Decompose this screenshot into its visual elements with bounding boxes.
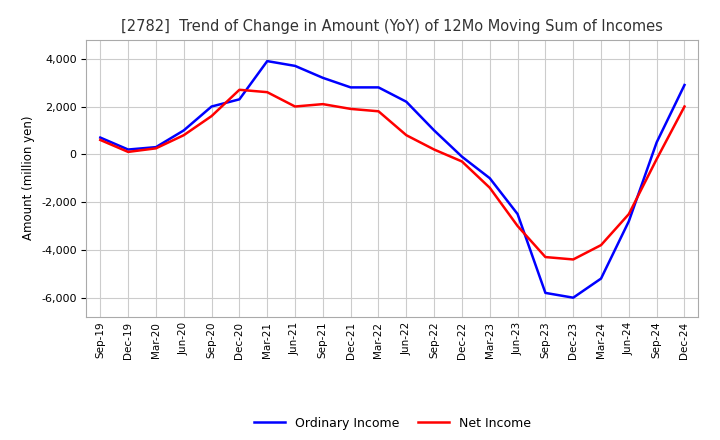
Net Income bbox=[374, 109, 383, 114]
Line: Net Income: Net Income bbox=[100, 90, 685, 260]
Net Income bbox=[624, 211, 633, 216]
Net Income bbox=[652, 157, 661, 162]
Ordinary Income bbox=[652, 140, 661, 145]
Ordinary Income bbox=[485, 176, 494, 181]
Ordinary Income bbox=[458, 154, 467, 159]
Ordinary Income bbox=[624, 219, 633, 224]
Net Income bbox=[513, 224, 522, 229]
Ordinary Income bbox=[430, 128, 438, 133]
Line: Ordinary Income: Ordinary Income bbox=[100, 61, 685, 298]
Ordinary Income bbox=[680, 82, 689, 88]
Ordinary Income bbox=[235, 97, 243, 102]
Ordinary Income bbox=[374, 85, 383, 90]
Net Income bbox=[430, 147, 438, 152]
Net Income bbox=[569, 257, 577, 262]
Legend: Ordinary Income, Net Income: Ordinary Income, Net Income bbox=[248, 412, 536, 435]
Ordinary Income bbox=[263, 59, 271, 64]
Net Income bbox=[96, 137, 104, 143]
Ordinary Income bbox=[541, 290, 550, 296]
Net Income bbox=[346, 106, 355, 111]
Net Income bbox=[179, 132, 188, 138]
Ordinary Income bbox=[597, 276, 606, 281]
Net Income bbox=[291, 104, 300, 109]
Ordinary Income bbox=[291, 63, 300, 69]
Ordinary Income bbox=[124, 147, 132, 152]
Ordinary Income bbox=[569, 295, 577, 301]
Net Income bbox=[485, 185, 494, 191]
Net Income bbox=[680, 104, 689, 109]
Ordinary Income bbox=[318, 75, 327, 81]
Net Income bbox=[597, 242, 606, 248]
Ordinary Income bbox=[152, 144, 161, 150]
Net Income bbox=[152, 146, 161, 151]
Ordinary Income bbox=[179, 128, 188, 133]
Ordinary Income bbox=[207, 104, 216, 109]
Title: [2782]  Trend of Change in Amount (YoY) of 12Mo Moving Sum of Incomes: [2782] Trend of Change in Amount (YoY) o… bbox=[122, 19, 663, 34]
Net Income bbox=[235, 87, 243, 92]
Ordinary Income bbox=[96, 135, 104, 140]
Ordinary Income bbox=[402, 99, 410, 104]
Net Income bbox=[124, 149, 132, 154]
Y-axis label: Amount (million yen): Amount (million yen) bbox=[22, 116, 35, 240]
Net Income bbox=[458, 159, 467, 164]
Net Income bbox=[318, 102, 327, 107]
Net Income bbox=[402, 132, 410, 138]
Ordinary Income bbox=[346, 85, 355, 90]
Net Income bbox=[263, 89, 271, 95]
Net Income bbox=[541, 254, 550, 260]
Ordinary Income bbox=[513, 211, 522, 216]
Net Income bbox=[207, 114, 216, 119]
